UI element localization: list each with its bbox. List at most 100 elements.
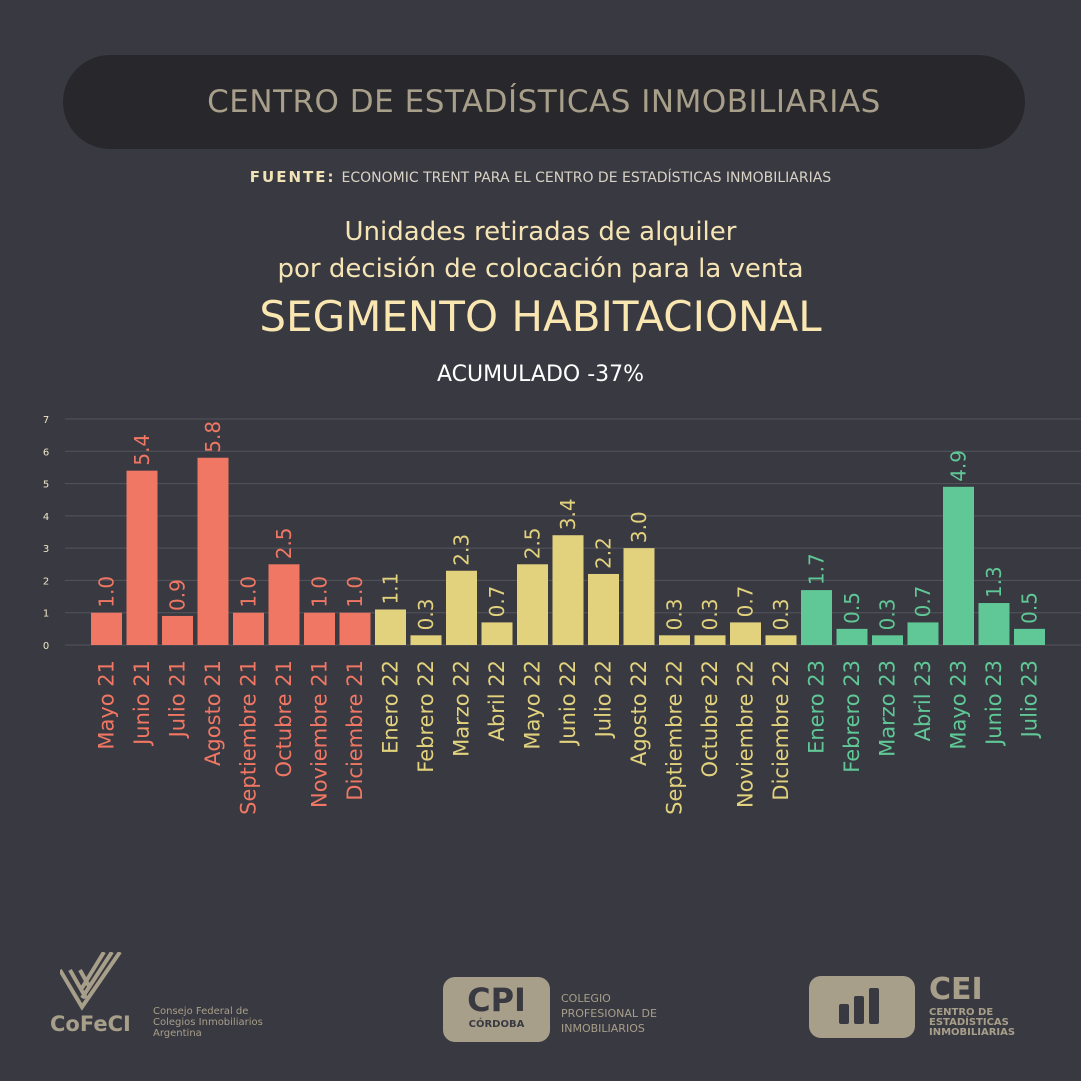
data-label: 2.3 — [450, 534, 474, 566]
x-tick-label: Mayo 21 — [95, 660, 119, 750]
x-tick-label: Junio 21 — [130, 660, 154, 747]
data-label: 2.2 — [592, 537, 616, 569]
bar — [765, 635, 797, 645]
bar — [162, 615, 193, 645]
x-tick-label: Julio 23 — [1018, 660, 1042, 739]
y-tick-label: 2 — [43, 576, 49, 587]
title-line-2: por decisión de colocación para la venta — [277, 254, 804, 284]
cei-text: INMOBILIARIAS — [929, 1027, 1016, 1038]
data-label: 0.7 — [485, 586, 509, 618]
data-label: 3.4 — [556, 498, 580, 530]
bar — [943, 486, 974, 645]
x-tick-label: Septiembre 21 — [237, 660, 261, 815]
bar — [91, 612, 122, 645]
x-tick-label: Enero 23 — [805, 660, 829, 754]
cofeci-text: Colegios Inmobiliarios — [153, 1017, 263, 1028]
data-label: 5.4 — [130, 434, 154, 466]
x-tick-label: Septiembre 22 — [663, 660, 687, 815]
x-tick-label: Diciembre 22 — [769, 660, 793, 801]
x-tick-label: Enero 22 — [379, 660, 403, 754]
data-label: 0.3 — [876, 599, 900, 631]
x-tick-label: Junio 23 — [982, 660, 1006, 747]
cofeci-name: CoFeCI — [50, 1012, 131, 1036]
cei-text: CENTRO DE — [929, 1007, 994, 1018]
bar — [410, 635, 442, 645]
data-label: 1.0 — [343, 576, 367, 608]
cei-chart-icon — [809, 976, 915, 1038]
bar — [730, 622, 761, 645]
bar — [1014, 628, 1045, 645]
data-label: 1.7 — [805, 553, 829, 585]
bar — [801, 590, 832, 645]
y-tick-label: 1 — [43, 609, 49, 620]
bar — [978, 603, 1010, 645]
bar — [446, 570, 477, 645]
data-label: 0.9 — [166, 579, 190, 611]
y-tick-label: 5 — [43, 480, 49, 491]
x-tick-label: Abril 22 — [485, 660, 509, 741]
data-label: 0.3 — [698, 599, 722, 631]
y-tick-label: 6 — [43, 447, 49, 458]
data-label: 1.0 — [237, 576, 261, 608]
bar — [623, 548, 655, 645]
cpi-mark: CPI — [467, 981, 526, 1019]
data-label: 0.5 — [840, 592, 864, 624]
bar — [517, 564, 548, 645]
bar — [552, 535, 584, 645]
chart-title: Unidades retiradas de alquiler por decisi… — [0, 214, 1081, 288]
x-tick-label: Julio 22 — [592, 660, 616, 739]
cpi-text: INMOBILIARIOS — [561, 1022, 645, 1035]
source-line: FUENTE: ECONOMIC TRENT PARA EL CENTRO DE … — [0, 168, 1081, 186]
data-label: 1.3 — [982, 566, 1006, 598]
data-label: 1.0 — [95, 576, 119, 608]
cei-text: ESTADÍSTICAS — [929, 1017, 1009, 1028]
data-label: 0.5 — [1018, 592, 1042, 624]
bar — [304, 612, 335, 645]
x-tick-label: Diciembre 21 — [343, 660, 367, 801]
cpi-text: PROFESIONAL DE — [561, 1007, 657, 1020]
data-label: 3.0 — [627, 511, 651, 543]
y-tick-label: 0 — [43, 641, 49, 652]
bar — [233, 612, 264, 645]
cofeci-check-icon — [60, 952, 122, 1011]
bar — [836, 628, 868, 645]
data-label: 0.3 — [769, 599, 793, 631]
x-tick-label: Abril 23 — [911, 660, 935, 741]
cofeci-text: Argentina — [153, 1028, 202, 1039]
chart-annotation: ACUMULADO -37% — [436, 362, 645, 387]
bar — [375, 609, 406, 645]
x-tick-label: Mayo 22 — [521, 660, 545, 750]
cpi-text: COLEGIO — [561, 992, 611, 1005]
data-label: 1.0 — [308, 576, 332, 608]
source-label: FUENTE: — [249, 168, 336, 186]
x-tick-label: Agosto 21 — [201, 660, 225, 766]
x-tick-label: Octubre 21 — [272, 660, 296, 777]
bar — [694, 635, 726, 645]
data-label: 0.3 — [414, 599, 438, 631]
x-tick-label: Junio 22 — [556, 660, 580, 747]
bar — [126, 470, 158, 645]
header-title: CENTRO DE ESTADÍSTICAS INMOBILIARIAS — [207, 84, 881, 120]
source-text: ECONOMIC TRENT PARA EL CENTRO DE ESTADÍS… — [341, 170, 832, 186]
bar — [588, 573, 619, 645]
x-tick-label: Marzo 22 — [450, 660, 474, 757]
cpi-sub: CÓRDOBA — [468, 1019, 525, 1030]
data-label: 4.9 — [947, 450, 971, 482]
data-label: 0.3 — [663, 599, 687, 631]
data-label: 5.8 — [201, 421, 225, 453]
bar — [339, 612, 371, 645]
y-tick-label: 7 — [43, 415, 49, 426]
data-label: 1.1 — [379, 573, 403, 605]
x-tick-label: Mayo 23 — [947, 660, 971, 750]
cofeci-text: Consejo Federal de — [153, 1006, 249, 1017]
bar — [907, 622, 939, 645]
bar — [872, 635, 903, 645]
bar — [268, 564, 300, 645]
x-tick-label: Octubre 22 — [698, 660, 722, 777]
bar — [659, 635, 690, 645]
x-tick-label: Noviembre 22 — [734, 660, 758, 808]
data-label: 2.5 — [521, 527, 545, 559]
data-label: 0.7 — [734, 586, 758, 618]
header-banner: CENTRO DE ESTADÍSTICAS INMOBILIARIAS — [63, 55, 1025, 149]
